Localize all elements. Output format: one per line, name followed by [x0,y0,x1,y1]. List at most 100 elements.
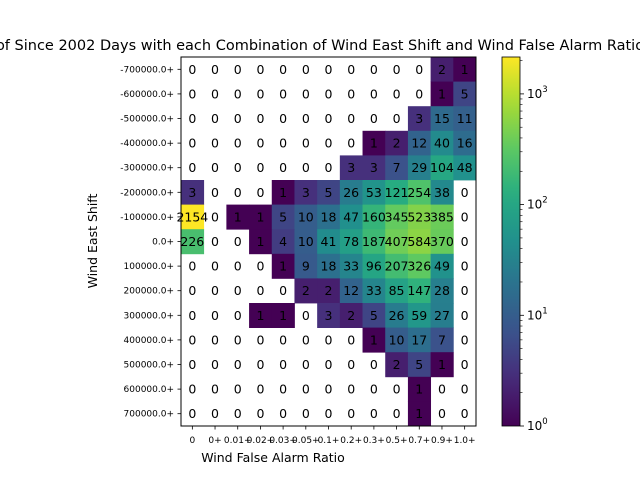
heatmap-cell [294,278,318,304]
cell-value-label: 0 [461,382,469,397]
heatmap-cell [362,130,386,156]
heatmap-cell [362,180,386,205]
heatmap-cell [294,204,318,230]
cell-value-label: 0 [188,111,196,126]
cell-value-label: 0 [393,62,401,77]
cell-value-label: 0 [211,62,219,77]
cell-value-label: 26 [389,308,405,323]
cell-value-label: 345 [385,209,409,224]
cell-value-label: 385 [430,209,454,224]
heatmap-cell [430,204,454,230]
cell-value-label: 0 [256,111,264,126]
y-axis: -700000.0+ -600000.0+ -500000.0+ -400000.0+… [120,65,181,420]
cell-value-label: 0 [302,160,310,175]
y-tick-label: 400000.0+ [124,336,174,346]
cell-value-label: 0 [188,86,196,101]
heatmap-cell [430,106,454,132]
cell-value-label: 9 [302,259,310,274]
cell-value-label: 0 [347,111,355,126]
cell-value-label: 0 [461,283,469,298]
cell-value-label: 0 [256,357,264,372]
colorbar-tick-label: 101 [527,306,548,322]
cell-value-label: 0 [302,406,310,421]
y-tick-label: 500000.0+ [124,361,174,371]
cell-value-label: 5 [415,357,423,372]
cell-value-label: 0 [325,332,333,347]
heatmap-cell [181,180,205,205]
cell-value-label: 5 [279,209,287,224]
heatmap-cell [407,204,432,230]
heatmap-cell [271,180,295,205]
heatmap-cell [430,81,454,107]
cell-value-label: 29 [411,160,427,175]
cell-value-label: 407 [385,234,409,249]
heatmap-cell [317,229,341,255]
chart-title: of Since 2002 Days with each Combination… [0,38,640,54]
cell-value-label: 0 [256,283,264,298]
colorbar-tick-label: 102 [527,196,548,212]
heatmap-cell [271,204,295,230]
cell-value-label: 0 [370,382,378,397]
cell-value-label: 2 [302,283,310,298]
cell-value-label: 0 [211,406,219,421]
y-tick-label: 200000.0+ [124,287,174,297]
heatmap-cell [385,204,409,230]
heatmap-cells [181,57,477,427]
cell-value-label: 12 [411,136,427,151]
cell-value-label: 584 [407,234,431,249]
heatmap-cell [407,106,432,132]
y-tick-label: 300000.0+ [124,311,174,321]
cell-value-label: 0 [461,259,469,274]
x-tick-label: 0.1+ [318,436,340,446]
cell-value-label: 33 [343,259,359,274]
cell-value-label: 0 [279,283,287,298]
x-tick-label: 0.01+ [224,436,252,446]
cell-value-label: 0 [188,308,196,323]
heatmap-cell [430,229,454,255]
cell-value-label: 0 [256,185,264,200]
heatmap-cell [407,229,432,255]
cell-value-label: 7 [393,160,401,175]
heatmap-cell [362,253,386,279]
heatmap-cell [339,278,363,304]
y-tick-label: -600000.0+ [120,90,174,100]
cell-value-label: 1 [461,62,469,77]
cell-value-label: 1 [279,185,287,200]
colorbar-tick-label: 100 [527,417,548,433]
cell-value-label: 0 [211,185,219,200]
cell-value-label: 12 [343,283,359,298]
cell-value-label: 3 [415,111,423,126]
cell-value-label: 40 [434,136,450,151]
cell-value-label: 1 [415,406,423,421]
cell-value-label: 0 [188,283,196,298]
heatmap-cell [430,180,454,205]
heatmap-cell [385,327,409,353]
cell-value-label: 0 [234,332,242,347]
heatmap-cell [339,253,363,279]
cell-value-label: 0 [188,160,196,175]
cell-value-label: 0 [461,308,469,323]
heatmap-cell [407,180,432,205]
cell-value-label: 0 [370,86,378,101]
cell-value-label: 10 [389,332,405,347]
cell-value-label: 0 [302,332,310,347]
cell-value-label: 0 [302,357,310,372]
cell-value-label: 18 [321,259,337,274]
cell-value-label: 47 [343,209,359,224]
cell-value-label: 3 [188,185,196,200]
cell-value-label: 0 [211,382,219,397]
x-axis-label: Wind False Alarm Ratio [201,450,345,465]
cell-value-label: 0 [211,283,219,298]
cell-value-label: 0 [325,406,333,421]
heatmap-cell [294,180,318,205]
cell-value-label: 0 [211,86,219,101]
cell-value-label: 0 [279,357,287,372]
cell-value-label: 0 [188,259,196,274]
cell-value-label: 2 [347,308,355,323]
cell-value-label: 0 [234,382,242,397]
cell-value-label: 0 [279,136,287,151]
cell-value-label: 0 [325,357,333,372]
x-tick-label: 0.03+ [269,436,297,446]
cell-value-label: 0 [325,136,333,151]
heatmap-cell [385,155,409,181]
